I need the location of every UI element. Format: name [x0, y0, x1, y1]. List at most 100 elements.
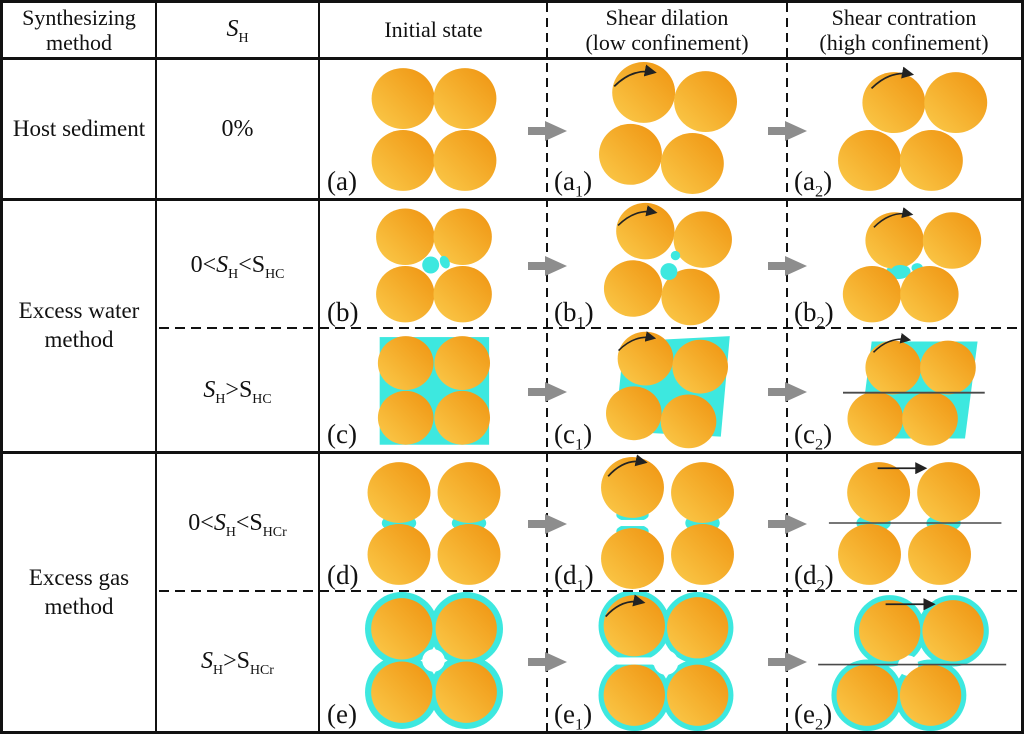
header-initial-label: Initial state [384, 17, 483, 43]
panel-b2: (b2) [787, 201, 1021, 329]
panel-label: (d2) [794, 560, 834, 592]
header-shear-contraction: Shear contration (high confinement) [787, 3, 1021, 60]
dashed-column-divider [786, 3, 788, 731]
panel-label: (e1) [554, 699, 593, 731]
method-label: Excess gas method [28, 564, 130, 619]
panel-a2: (a2) [787, 60, 1021, 201]
transition-arrow-icon [768, 256, 807, 276]
transition-arrow-icon [768, 652, 807, 672]
diagram-contraction-grain-coating [818, 595, 1007, 731]
panel-b: (b) [320, 201, 547, 329]
header-method-label: Synthesizing method [22, 4, 136, 55]
diagram-contraction-cement-sheared [828, 462, 1002, 585]
broken-bond-gap [583, 657, 665, 665]
diagram-initial-cementing [367, 462, 501, 585]
header-dilation-line2: (low confinement) [585, 30, 749, 55]
panel-label: (c) [327, 419, 357, 449]
panel-label: (a) [327, 166, 357, 196]
panel-label: (d) [327, 560, 359, 590]
transition-arrow-icon [768, 382, 807, 402]
hydrate-squeezed-blob [891, 265, 909, 275]
transition-arrow-icon [528, 256, 567, 276]
sh-formula: SH>SHC [203, 376, 272, 407]
diagram-initial-pore-filled [377, 336, 491, 445]
rotation-arrow-icon [872, 333, 912, 353]
particles [603, 595, 729, 726]
panel-a: (a) [320, 60, 547, 201]
diagram-initial-grain-coating [365, 592, 503, 729]
panel-e: (e) [320, 592, 547, 731]
method-label: Excess water method [18, 298, 140, 352]
particles [606, 331, 728, 449]
panel-c: (c) [320, 329, 547, 454]
panel-label: (c2) [794, 419, 833, 454]
particles [376, 208, 492, 323]
particles [603, 202, 732, 326]
transition-arrow-icon [528, 514, 567, 534]
particles [367, 462, 501, 585]
broken-bond-gap [608, 519, 655, 527]
rotation-arrow-icon [873, 207, 914, 228]
transition-arrow-icon [528, 652, 567, 672]
particles [599, 62, 738, 194]
panel-c2: (c2) [787, 329, 1021, 454]
particles [371, 598, 497, 723]
sh-row-d: 0<SH<SHCr [157, 454, 320, 592]
hydrate-pore-blob [422, 255, 450, 274]
diagram-contraction-pore-filled [843, 333, 985, 446]
method-host-sediment: Host sediment [3, 60, 157, 201]
header-sh-formula: SH [226, 16, 249, 46]
transition-arrow-icon [528, 382, 567, 402]
sh-row-e: SH>SHCr [157, 592, 320, 731]
diagram-dilation-grain-coating [583, 592, 734, 731]
panel-d: (d) [320, 454, 547, 592]
sh-formula: 0<SH<SHC [190, 251, 285, 282]
particles [371, 68, 497, 191]
particles [377, 336, 491, 445]
panel-label: (b2) [794, 297, 834, 329]
transition-arrow-icon [768, 121, 807, 141]
rotation-arrow-icon [613, 64, 657, 87]
diagram-initial-pore-filling-small [376, 208, 492, 323]
diagram-contraction-pore-filling-small [842, 207, 982, 323]
sh-formula: 0<SH<SHCr [188, 509, 287, 540]
panel-label: (e2) [794, 699, 833, 731]
panel-c1: (c1) [547, 329, 787, 454]
sh-formula: SH>SHCr [201, 648, 274, 678]
particles [847, 340, 976, 446]
center-pore-hole [422, 649, 445, 672]
particles [838, 462, 981, 585]
header-contraction-line2: (high confinement) [819, 30, 989, 55]
method-excess-water: Excess water method [3, 201, 157, 454]
sh-row-a: 0% [157, 60, 320, 201]
panel-label: (a2) [794, 166, 833, 201]
header-sh: SH [157, 3, 320, 60]
rotation-arrow-icon [607, 454, 648, 477]
sh-row-b: 0<SH<SHC [157, 201, 320, 329]
panel-label: (c1) [554, 419, 593, 454]
diagram-dilation-pore-filling-small [603, 202, 732, 326]
diagram-contraction-host [838, 66, 988, 191]
diagram-initial-host [371, 68, 497, 191]
particles [601, 457, 734, 589]
header-dilation-line1: Shear dilation [605, 4, 729, 30]
header-shear-dilation: Shear dilation (low confinement) [547, 3, 787, 60]
particles [836, 600, 984, 726]
diagram-dilation-cement-broken [601, 454, 734, 589]
hydrate-pore-blob [660, 250, 681, 281]
panel-e1: (e1) [547, 592, 787, 731]
method-label: Host sediment [12, 115, 146, 141]
panel-d1: (d1) [547, 454, 787, 592]
panel-label: (d1) [554, 560, 594, 592]
header-initial-state: Initial state [320, 3, 547, 60]
header-synthesizing-method: Synthesizing method [3, 3, 157, 60]
dashed-row-divider [159, 590, 1021, 592]
diagram-dilation-pore-filled [606, 331, 730, 449]
method-excess-gas: Excess gas method [3, 454, 157, 731]
rotation-arrow-icon [617, 205, 658, 227]
panel-label: (a1) [554, 166, 593, 201]
sh-formula: 0% [221, 115, 254, 142]
panel-e2: (e2) [787, 592, 1021, 731]
rotation-arrow-icon [870, 66, 915, 90]
